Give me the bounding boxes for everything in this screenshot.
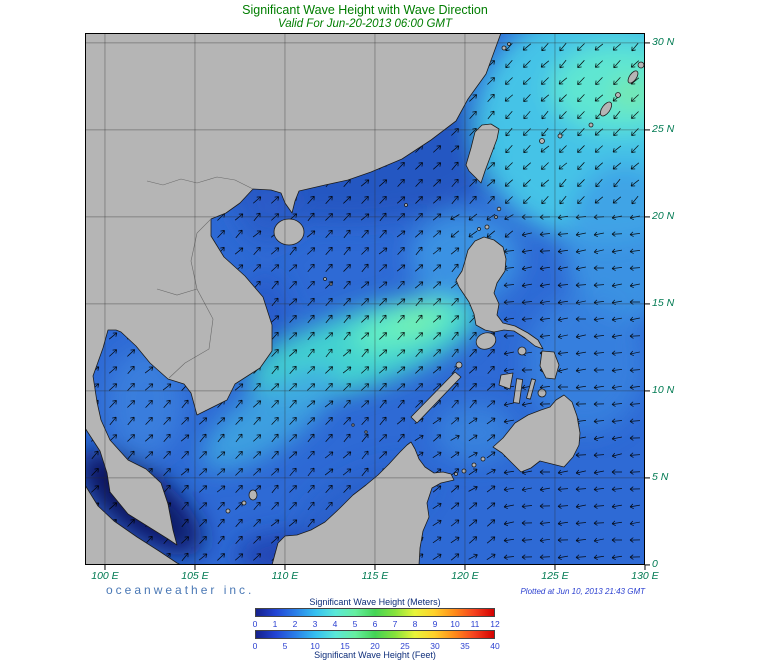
legend-tick-value: 0: [252, 641, 258, 651]
wave-height-colorbar-feet: [255, 630, 495, 639]
legend-feet-label: Significant Wave Height (Feet): [314, 650, 436, 660]
legend-meters-label: Significant Wave Height (Meters): [309, 597, 441, 607]
landmass-bohol: [537, 388, 547, 398]
axis-ticks: [104, 42, 650, 570]
legend-tick-value: 9: [432, 619, 438, 629]
lon-tick-label: 100 E: [91, 570, 119, 582]
legend-tick-value: 15: [340, 641, 350, 651]
landmass-mindanao: [492, 394, 581, 473]
islands-ryukyu: [539, 61, 645, 144]
legend-tick-value: 0: [252, 619, 258, 629]
lat-tick-label: 15 N: [652, 296, 675, 309]
landmass-sumatra: [85, 484, 182, 565]
wave-height-colorbar-meters: [255, 608, 495, 617]
legend-tick-value: 1: [272, 619, 278, 629]
landmasses: [85, 33, 645, 565]
legend-tick-value: 6: [372, 619, 378, 629]
legend-tick-value: 25: [400, 641, 410, 651]
legend-feet-ticks: 0 5 10 15 20 25 30 35 40: [252, 641, 500, 651]
lat-tick-label: 30 N: [652, 35, 675, 48]
landmass-mindoro: [475, 332, 497, 350]
lat-tick-label: 10 N: [652, 383, 675, 396]
plotted-timestamp: Plotted at Jun 10, 2013 21:43 GMT: [520, 587, 645, 596]
legend-tick-value: 10: [310, 641, 320, 651]
legend-tick-value: 30: [430, 641, 440, 651]
landmass-cebu: [526, 378, 536, 400]
legend-tick-value: 12: [490, 619, 500, 629]
graticule: [85, 33, 645, 565]
landmass-borneo: [271, 441, 455, 565]
lon-tick-label: 130 E: [631, 570, 659, 582]
legend-tick-value: 4: [332, 619, 338, 629]
oceanweather-credit: oceanweather inc.: [106, 583, 255, 597]
legend-tick-value: 5: [282, 641, 288, 651]
lon-tick-label: 115 E: [361, 570, 389, 582]
legend-tick-value: 20: [370, 641, 380, 651]
legend-tick-value: 8: [412, 619, 418, 629]
lon-tick-label: 110 E: [271, 570, 299, 582]
lat-tick-label: 5 N: [652, 470, 669, 483]
lon-tick-label: 120 E: [451, 570, 479, 582]
legend-tick-value: 11: [470, 619, 480, 629]
landmass-busuanga: [455, 361, 463, 369]
lat-tick-label: 0: [652, 557, 658, 570]
lon-tick-label: 105 E: [181, 570, 209, 582]
landmass-china-indochina: [85, 33, 502, 546]
landmass-panay: [498, 372, 514, 390]
legend-tick-value: 10: [450, 619, 460, 629]
page-title: Significant Wave Height with Wave Direct…: [242, 3, 488, 17]
islands-scattered: [225, 42, 511, 514]
legend-tick-value: 2: [292, 619, 298, 629]
lat-tick-label: 20 N: [652, 209, 675, 222]
valid-time-subtitle: Valid For Jun-20-2013 06:00 GMT: [277, 18, 453, 30]
legend-tick-value: 5: [352, 619, 358, 629]
landmass-palawan: [410, 371, 462, 424]
lat-tick-label: 25 N: [652, 122, 675, 135]
lon-tick-label: 125 E: [541, 570, 569, 582]
landmass-hainan: [273, 218, 305, 246]
legend-tick-value: 3: [312, 619, 318, 629]
islands-sulu-archipelago: [454, 456, 486, 476]
legend-tick-value: 7: [392, 619, 398, 629]
legend-tick-value: 35: [460, 641, 470, 651]
landmass-taiwan: [465, 123, 500, 184]
map-frame: [85, 33, 645, 565]
landmass-luzon: [455, 236, 544, 350]
legend-tick-value: 40: [490, 641, 500, 651]
wave-height-map: [85, 33, 650, 570]
landmass-masbate: [517, 346, 527, 356]
legend-meters-ticks: 0 1 2 3 4 5 6 7 8 9 10 11 12: [252, 619, 500, 629]
